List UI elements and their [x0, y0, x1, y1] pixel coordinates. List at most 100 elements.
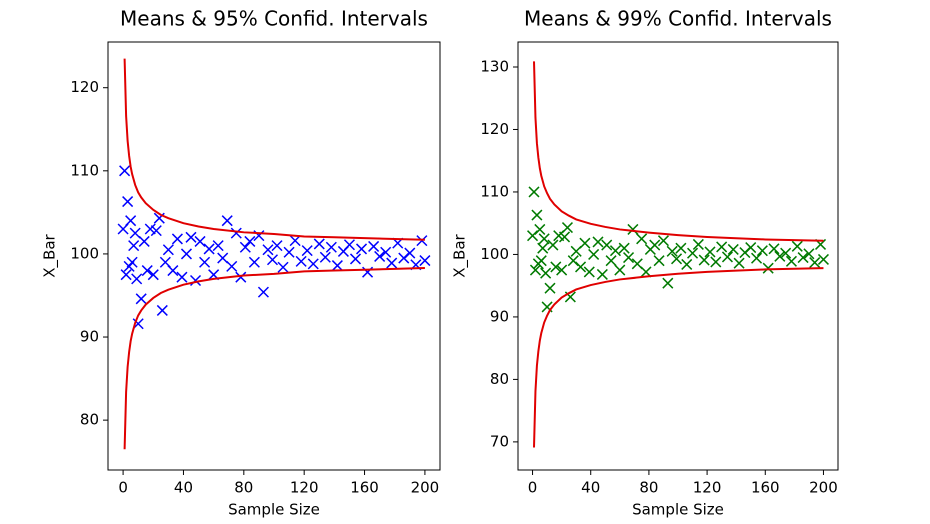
- plot-frame: [517, 41, 839, 471]
- point: [531, 209, 543, 221]
- y-tick-label: 80: [80, 411, 99, 429]
- point: [605, 255, 617, 267]
- point: [212, 240, 224, 252]
- point: [721, 251, 733, 263]
- point: [817, 253, 829, 265]
- point: [147, 269, 159, 281]
- point: [537, 242, 549, 254]
- point: [185, 231, 197, 243]
- point: [167, 265, 179, 277]
- y-tick-label: 120: [70, 78, 99, 96]
- x-tick-label: 200: [809, 479, 838, 497]
- point: [540, 267, 552, 279]
- point: [588, 248, 600, 260]
- point: [203, 243, 215, 255]
- y-tick-label: 70: [490, 432, 509, 450]
- point: [162, 244, 174, 256]
- lower-bound: [533, 267, 824, 448]
- point: [550, 261, 562, 273]
- point: [671, 253, 683, 265]
- point: [780, 247, 792, 259]
- point: [704, 246, 716, 258]
- point: [785, 255, 797, 267]
- point: [534, 223, 546, 235]
- point: [307, 258, 319, 270]
- y-tick-label: 90: [490, 307, 509, 325]
- point: [131, 273, 143, 285]
- x-axis-label: Sample Size: [632, 501, 724, 519]
- point: [125, 215, 137, 227]
- point: [368, 240, 380, 252]
- x-tick-label: 40: [581, 479, 600, 497]
- x-tick-label: 120: [693, 479, 722, 497]
- point: [257, 286, 269, 298]
- point: [248, 256, 260, 268]
- point: [544, 282, 556, 294]
- point: [791, 240, 803, 252]
- point: [561, 222, 573, 234]
- point: [331, 260, 343, 272]
- point: [221, 215, 233, 227]
- point: [380, 246, 392, 258]
- x-tick-label: 160: [751, 479, 780, 497]
- point: [404, 247, 416, 259]
- point: [698, 254, 710, 266]
- point: [733, 257, 745, 269]
- y-tick-label: 80: [490, 370, 509, 388]
- point: [374, 250, 386, 262]
- x-tick-label: 0: [118, 479, 128, 497]
- point: [809, 257, 821, 269]
- point: [687, 247, 699, 259]
- point: [325, 241, 337, 253]
- point: [601, 239, 613, 251]
- point: [609, 245, 621, 257]
- x-tick-label: 80: [234, 479, 253, 497]
- point: [596, 268, 608, 280]
- point: [681, 258, 693, 270]
- point: [239, 241, 251, 253]
- point: [262, 244, 274, 256]
- point: [129, 227, 141, 239]
- point: [614, 264, 626, 276]
- point: [579, 237, 591, 249]
- point: [692, 238, 704, 250]
- point: [189, 274, 202, 287]
- point: [180, 248, 193, 260]
- point: [319, 251, 331, 263]
- point: [662, 277, 674, 289]
- point: [675, 242, 687, 254]
- point: [535, 255, 547, 267]
- point: [128, 240, 140, 252]
- point: [355, 243, 368, 255]
- x-tick-label: 160: [350, 479, 379, 497]
- point: [217, 252, 229, 264]
- point: [559, 231, 571, 243]
- point: [710, 256, 722, 268]
- point: [653, 255, 665, 267]
- points: [117, 165, 431, 330]
- point: [716, 241, 728, 253]
- point: [583, 266, 595, 278]
- point: [289, 235, 301, 247]
- point: [349, 253, 362, 265]
- points: [527, 186, 829, 313]
- y-tick-label: 100: [480, 245, 509, 263]
- y-tick-label: 90: [80, 328, 99, 346]
- point: [649, 239, 661, 251]
- point: [631, 258, 643, 270]
- y-tick-label: 100: [70, 244, 99, 262]
- point: [592, 236, 604, 248]
- point: [419, 255, 431, 267]
- y-tick-label: 110: [70, 161, 99, 179]
- point: [727, 243, 739, 255]
- point: [570, 245, 582, 257]
- chart-title: Means & 99% Confid. Intervals: [524, 7, 832, 31]
- point: [283, 246, 295, 258]
- point: [226, 260, 238, 272]
- point: [277, 261, 289, 273]
- point: [774, 250, 786, 262]
- point: [119, 165, 131, 177]
- point: [301, 245, 313, 257]
- y-axis-label: X_Bar: [451, 233, 470, 277]
